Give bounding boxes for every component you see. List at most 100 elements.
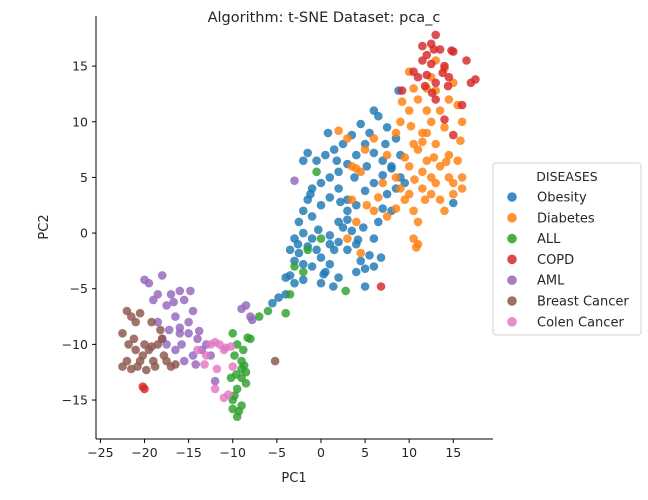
point-diabetes [397, 97, 407, 106]
point-obesity [303, 148, 313, 158]
point-diabetes [382, 212, 392, 221]
point-aml [193, 334, 202, 344]
point-obesity [321, 150, 330, 160]
y-axis-label: PC2 [37, 214, 52, 239]
point-diabetes [426, 117, 436, 127]
point-diabetes [374, 193, 383, 202]
point-obesity [334, 217, 343, 227]
point-diabetes [409, 206, 418, 216]
point-aml [162, 301, 171, 310]
legend: DISEASES Obesity Diabetes ALL COPD AML Breast… [492, 162, 642, 336]
point-copd [418, 41, 427, 51]
point-diabetes [369, 134, 379, 143]
point-obesity [316, 253, 326, 262]
point-obesity [362, 162, 372, 171]
point-all [285, 290, 295, 299]
point-diabetes [418, 167, 427, 177]
point-aml [179, 356, 189, 366]
point-diabetes [352, 217, 361, 227]
point-all [254, 312, 264, 321]
point-all [341, 286, 351, 296]
legend-marker [507, 233, 517, 244]
point-colen-cancer [193, 345, 202, 355]
point-diabetes [422, 106, 432, 115]
point-colen-cancer [202, 351, 211, 360]
y-tick-label: 5 [80, 170, 88, 185]
point-aml [241, 301, 251, 310]
point-breast-cancer [270, 356, 280, 366]
point-obesity [359, 223, 368, 232]
point-diabetes [444, 150, 454, 160]
point-obesity [316, 278, 326, 288]
y-tick-label: −10 [62, 337, 88, 352]
legend-label: AML [537, 274, 565, 289]
point-obesity [369, 234, 379, 243]
y-tick-label: 10 [72, 114, 88, 129]
point-obesity [365, 251, 374, 260]
y-tick-label: −5 [70, 281, 88, 296]
point-diabetes [391, 128, 401, 138]
point-obesity [316, 178, 326, 188]
legend-marker [507, 275, 517, 286]
legend-label: Obesity [537, 191, 587, 206]
point-diabetes [404, 106, 414, 115]
point-obesity [307, 234, 317, 243]
point-diabetes [457, 117, 467, 127]
point-breast-cancer [159, 351, 169, 360]
point-copd [457, 100, 467, 110]
x-ticks: −25 −20 −15 −10 −5 0 5 10 15 [87, 439, 461, 460]
point-obesity [343, 206, 352, 216]
point-aml [186, 286, 195, 296]
point-diabetes [369, 206, 379, 216]
point-aml [177, 340, 186, 349]
point-breast-cancer [118, 329, 127, 338]
point-obesity [360, 264, 370, 274]
legend-marker [507, 192, 517, 202]
point-colen-cancer [224, 390, 233, 399]
point-aml [184, 329, 193, 338]
point-diabetes [440, 123, 449, 132]
point-obesity [325, 239, 335, 249]
point-diabetes [356, 248, 366, 258]
point-all [232, 370, 241, 379]
y-ticks: −15 −10 −5 0 5 10 15 [62, 59, 96, 408]
point-diabetes [391, 204, 401, 213]
point-diabetes [444, 95, 454, 104]
point-diabetes [378, 178, 388, 188]
point-diabetes [441, 157, 451, 167]
point-copd [443, 81, 453, 91]
y-tick-label: 0 [80, 226, 88, 241]
point-diabetes [440, 206, 449, 216]
point-obesity [290, 278, 299, 288]
point-breast-cancer [133, 362, 142, 371]
point-diabetes [413, 217, 423, 227]
point-copd [413, 72, 423, 82]
point-diabetes [456, 136, 465, 145]
point-obesity [329, 145, 339, 154]
point-obesity [325, 193, 335, 202]
point-obesity [356, 119, 366, 129]
point-diabetes [362, 200, 372, 210]
point-obesity [325, 259, 335, 269]
point-obesity [369, 148, 379, 158]
point-copd [427, 88, 437, 98]
point-obesity [294, 217, 304, 227]
x-tick-label: −5 [268, 445, 286, 460]
point-diabetes [347, 195, 357, 204]
point-obesity [325, 173, 335, 182]
point-obesity [281, 273, 291, 282]
point-obesity [382, 189, 392, 199]
point-all [303, 245, 313, 255]
point-obesity [376, 253, 386, 262]
point-diabetes [413, 145, 423, 154]
point-obesity [334, 184, 343, 193]
point-obesity [350, 173, 359, 182]
point-all [232, 384, 242, 394]
point-colen-cancer [210, 384, 220, 394]
point-copd [429, 45, 439, 54]
point-copd [422, 50, 432, 60]
point-breast-cancer [156, 325, 165, 335]
axes [95, 16, 493, 440]
point-obesity [316, 200, 326, 210]
